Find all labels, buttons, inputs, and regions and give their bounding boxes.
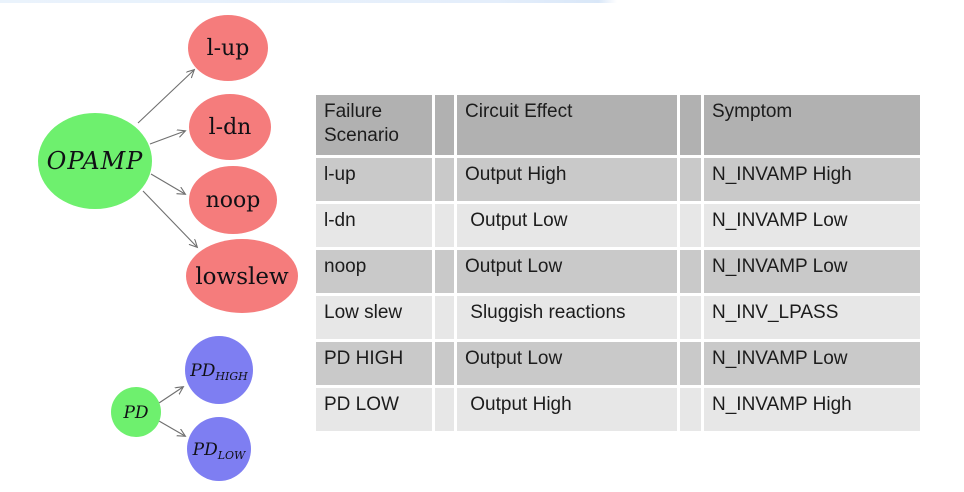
cell-gap bbox=[680, 250, 701, 293]
header-circuit-effect: Circuit Effect bbox=[457, 95, 677, 155]
fault-tree-diagram: OPAMP l-up l-dn noop lowslew PD PDHIGH P… bbox=[38, 15, 298, 481]
cell-effect: Output Low bbox=[457, 342, 677, 385]
cell-gap bbox=[435, 388, 454, 431]
cell-scenario: l-up bbox=[316, 158, 432, 201]
cell-symptom: N_INVAMP High bbox=[704, 158, 920, 201]
failure-scenario-table: Failure Scenario Circuit Effect Symptom … bbox=[313, 92, 923, 434]
node-pd-low-label: PDLOW bbox=[192, 440, 247, 462]
edge-opamp-lowslew bbox=[142, 190, 197, 247]
cell-scenario: l-dn bbox=[316, 204, 432, 247]
edge-opamp-ldn bbox=[149, 131, 185, 145]
table-row: PD LOW Output High N_INVAMP High bbox=[316, 388, 920, 431]
cell-scenario: noop bbox=[316, 250, 432, 293]
cell-scenario: PD LOW bbox=[316, 388, 432, 431]
cell-gap bbox=[680, 158, 701, 201]
pd-low-base: PD bbox=[192, 440, 218, 460]
cell-symptom: N_INV_LPASS bbox=[704, 296, 920, 339]
cell-gap bbox=[435, 158, 454, 201]
cell-gap bbox=[435, 296, 454, 339]
cell-effect: Sluggish reactions bbox=[457, 296, 677, 339]
pd-tree-edges bbox=[158, 387, 185, 436]
pd-high-subscript: HIGH bbox=[214, 370, 248, 383]
node-pd-high-label: PDHIGH bbox=[189, 361, 248, 383]
cell-gap bbox=[680, 296, 701, 339]
node-pd-low bbox=[187, 417, 251, 481]
node-opamp bbox=[38, 113, 152, 209]
cell-gap bbox=[680, 388, 701, 431]
header-gap-1 bbox=[435, 95, 454, 155]
pd-high-base: PD bbox=[189, 361, 215, 381]
edge-pd-low bbox=[158, 420, 185, 436]
table-row: l-up Output High N_INVAMP High bbox=[316, 158, 920, 201]
node-lowslew bbox=[186, 239, 298, 313]
cell-effect: Output Low bbox=[457, 204, 677, 247]
node-opamp-label: OPAMP bbox=[47, 147, 144, 175]
cell-scenario: PD HIGH bbox=[316, 342, 432, 385]
table-row: Low slew Sluggish reactions N_INV_LPASS bbox=[316, 296, 920, 339]
cell-symptom: N_INVAMP Low bbox=[704, 204, 920, 247]
table-header-row: Failure Scenario Circuit Effect Symptom bbox=[316, 95, 920, 155]
cell-gap bbox=[435, 250, 454, 293]
cell-symptom: N_INVAMP High bbox=[704, 388, 920, 431]
node-l-dn-label: l-dn bbox=[209, 115, 252, 140]
window-top-edge-strip bbox=[0, 0, 617, 3]
table-row: l-dn Output Low N_INVAMP Low bbox=[316, 204, 920, 247]
opamp-tree-edges bbox=[137, 70, 197, 247]
edge-pd-high bbox=[158, 387, 183, 404]
cell-symptom: N_INVAMP Low bbox=[704, 250, 920, 293]
node-pd-label: PD bbox=[122, 403, 148, 423]
cell-effect: Output High bbox=[457, 158, 677, 201]
cell-gap bbox=[680, 342, 701, 385]
header-symptom: Symptom bbox=[704, 95, 920, 155]
table-row: PD HIGH Output Low N_INVAMP Low bbox=[316, 342, 920, 385]
node-l-up-label: l-up bbox=[207, 36, 250, 61]
cell-gap bbox=[435, 204, 454, 247]
pd-low-subscript: LOW bbox=[217, 449, 247, 462]
cell-effect: Output Low bbox=[457, 250, 677, 293]
header-failure-scenario: Failure Scenario bbox=[316, 95, 432, 155]
node-l-up bbox=[188, 15, 268, 81]
node-noop-label: noop bbox=[206, 188, 261, 213]
edge-opamp-lup bbox=[137, 70, 194, 124]
cell-effect: Output High bbox=[457, 388, 677, 431]
node-pd-high bbox=[185, 336, 253, 404]
header-gap-2 bbox=[680, 95, 701, 155]
edge-opamp-noop bbox=[150, 173, 185, 194]
node-lowslew-label: lowslew bbox=[195, 264, 289, 290]
node-noop bbox=[189, 166, 277, 234]
cell-symptom: N_INVAMP Low bbox=[704, 342, 920, 385]
cell-gap bbox=[435, 342, 454, 385]
node-l-dn bbox=[189, 94, 271, 160]
node-pd bbox=[111, 387, 161, 437]
table-row: noop Output Low N_INVAMP Low bbox=[316, 250, 920, 293]
cell-scenario: Low slew bbox=[316, 296, 432, 339]
cell-gap bbox=[680, 204, 701, 247]
